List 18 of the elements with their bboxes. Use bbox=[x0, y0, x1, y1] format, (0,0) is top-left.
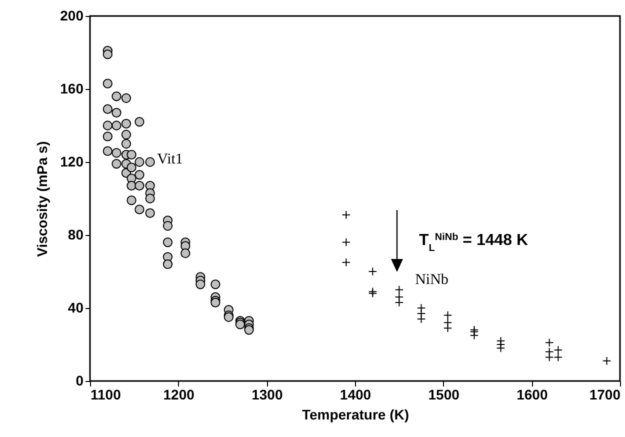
x-tick-label: 1300 bbox=[252, 386, 283, 402]
y-tick-label: 80 bbox=[68, 226, 84, 242]
y-tick-label: 120 bbox=[60, 154, 84, 170]
y-tick-label: 0 bbox=[76, 372, 84, 388]
x-tick-label: 1100 bbox=[90, 386, 122, 402]
x-tick-label: 1200 bbox=[163, 386, 195, 402]
y-axis-title: Viscosity (mPa s) bbox=[34, 141, 50, 257]
y-tick-label: 200 bbox=[60, 8, 84, 24]
x-axis-title: Temperature (K) bbox=[302, 406, 410, 422]
series-label: Vit1 bbox=[157, 151, 183, 168]
y-tick-label: 40 bbox=[68, 300, 84, 316]
annotation: T$_{L}$$^{NiNb}$ = 1448 K bbox=[419, 232, 529, 254]
x-tick-label: 1400 bbox=[340, 386, 372, 402]
x-tick-label: 1700 bbox=[589, 386, 621, 402]
series-label: NiNb bbox=[415, 272, 448, 288]
x-tick-label: 1600 bbox=[516, 386, 548, 402]
x-tick-label: 1500 bbox=[428, 386, 460, 402]
y-tick-label: 160 bbox=[60, 80, 84, 96]
